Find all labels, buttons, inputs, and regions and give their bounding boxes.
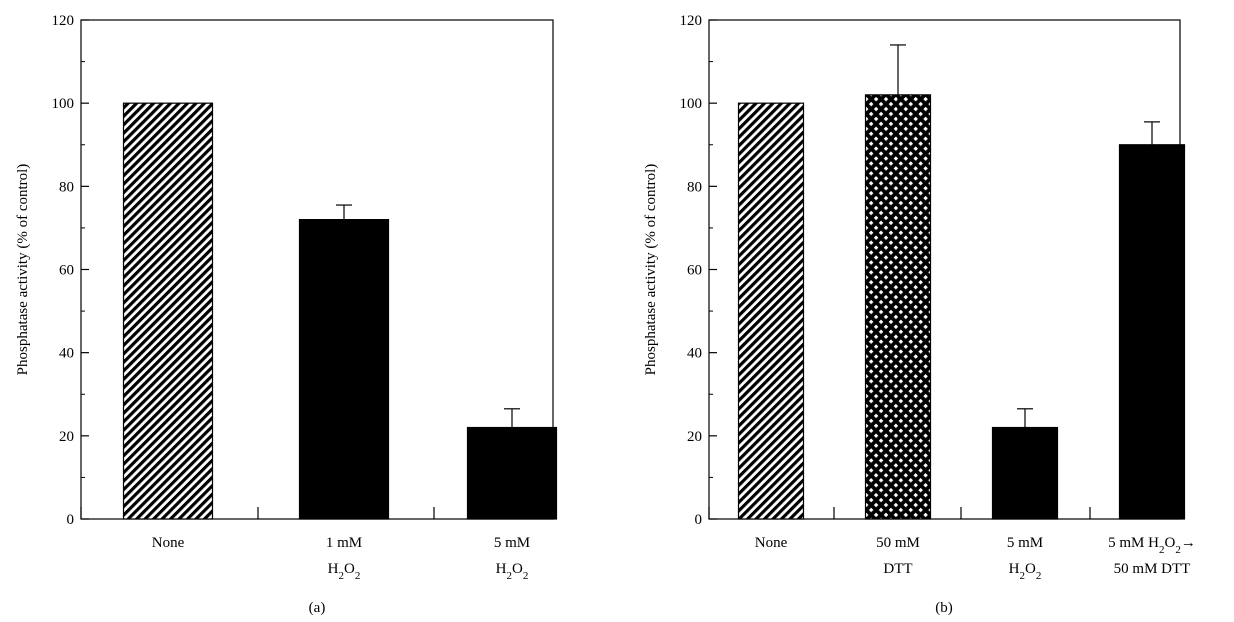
x-category-label: H2O2: [1009, 561, 1042, 582]
y-axis-title: Phosphatase activity (% of control): [15, 164, 31, 376]
y-axis-title: Phosphatase activity (% of control): [643, 164, 659, 376]
y-tick-label: 60: [687, 263, 702, 279]
x-category-label: None: [755, 535, 788, 551]
y-tick-label: 80: [59, 179, 74, 195]
y-tick-label: 20: [59, 429, 74, 445]
panel-label: (b): [935, 600, 953, 616]
panel-a-chart: 0 20 40 60 80 100 120 Phosphatase activity (% o…: [15, 13, 558, 616]
y-tick-label: 100: [52, 96, 75, 112]
x-category-label: DTT: [883, 561, 912, 577]
x-category-label: 50 mM DTT: [1114, 561, 1191, 577]
x-category-label: 1 mM: [326, 535, 362, 551]
x-category-label: 5 mM: [1007, 535, 1043, 551]
x-category-label: H2O2: [328, 561, 361, 582]
y-tick-label: 100: [680, 96, 703, 112]
panel-label: (a): [309, 600, 326, 616]
y-tick-label: 60: [59, 263, 74, 279]
bar: [737, 102, 805, 520]
x-category-label: 5 mM H2O2→: [1108, 535, 1196, 556]
bar: [122, 102, 214, 520]
y-tick-label: 20: [687, 429, 702, 445]
bar: [864, 94, 932, 520]
y-tick-label: 120: [52, 13, 75, 29]
x-category-label: H2O2: [496, 561, 529, 582]
bar: [1118, 144, 1186, 520]
y-tick-label: 0: [695, 512, 703, 528]
bar: [298, 219, 390, 520]
panel-b-chart: 0 20 40 60 80 100 120 Phosphatase activity (% o…: [643, 13, 1196, 616]
x-category-label: 5 mM: [494, 535, 530, 551]
x-category-label: None: [152, 535, 185, 551]
y-tick-label: 0: [67, 512, 75, 528]
x-category-label: 50 mM: [876, 535, 920, 551]
y-tick-label: 40: [59, 346, 74, 362]
y-tick-label: 40: [687, 346, 702, 362]
y-tick-label: 120: [680, 13, 703, 29]
y-tick-label: 80: [687, 179, 702, 195]
